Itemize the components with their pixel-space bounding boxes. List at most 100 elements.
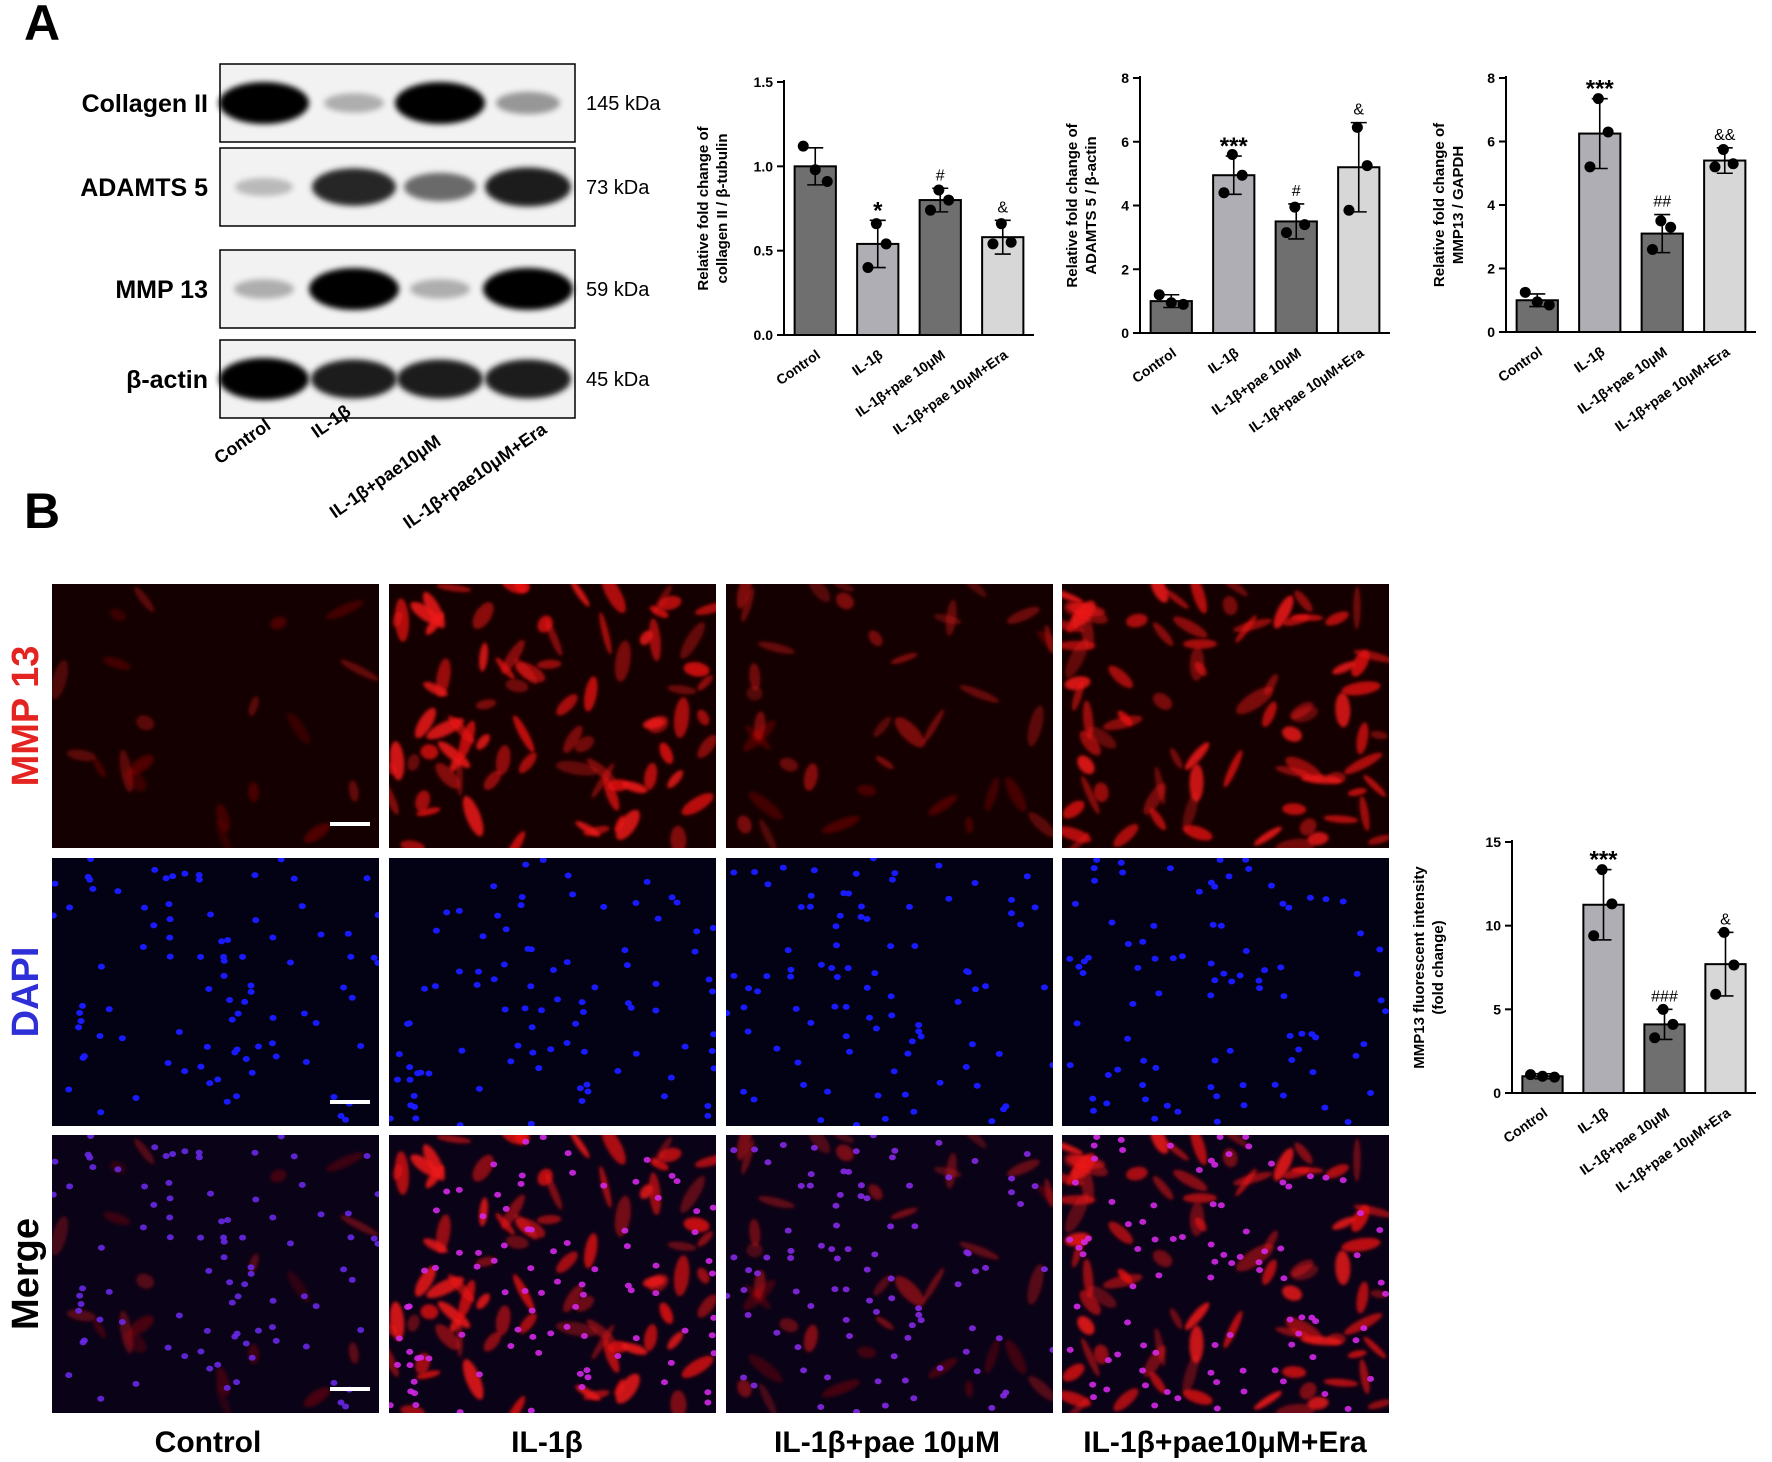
- cell-body: [1353, 585, 1361, 630]
- nucleus: [846, 1048, 854, 1055]
- nucleus: [911, 1223, 919, 1230]
- cell-body: [1117, 1268, 1133, 1284]
- cell-body: [648, 618, 661, 662]
- cell-body: [505, 1235, 529, 1249]
- y-tick-label: 2: [1121, 261, 1129, 277]
- cell-body: [1126, 1166, 1148, 1181]
- cell-body: [1062, 1363, 1085, 1382]
- nucleus: [272, 1053, 280, 1060]
- nucleus: [1079, 1251, 1087, 1258]
- cell-body: [1027, 705, 1044, 747]
- nucleus: [579, 1008, 587, 1015]
- nucleus: [1217, 1202, 1225, 1209]
- nucleus: [833, 942, 841, 949]
- nucleus: [810, 867, 818, 874]
- nucleus: [1150, 922, 1158, 929]
- nucleus: [988, 1118, 996, 1125]
- nucleus: [1079, 969, 1087, 976]
- nucleus: [1271, 1081, 1279, 1088]
- cell-layer: [389, 1135, 716, 1413]
- nucleus: [945, 1174, 953, 1181]
- cell-body: [737, 815, 752, 834]
- nucleus: [846, 1333, 854, 1340]
- cell-body: [1236, 686, 1274, 715]
- cell-body: [1006, 1159, 1040, 1177]
- nucleus: [393, 1076, 401, 1083]
- nucleus: [1240, 1102, 1248, 1109]
- nucleus: [1140, 1057, 1148, 1064]
- y-tick-label: 5: [1493, 1001, 1501, 1017]
- cell-body: [1093, 782, 1109, 803]
- nucleus: [988, 1404, 996, 1411]
- data-point: [1543, 299, 1555, 311]
- data-point: [995, 218, 1007, 230]
- nucleus: [1228, 978, 1236, 985]
- nucleus: [569, 1169, 577, 1176]
- nucleus: [579, 1291, 587, 1298]
- nucleus: [705, 976, 713, 983]
- y-tick-label: 6: [1121, 134, 1129, 150]
- nucleus: [169, 1150, 177, 1157]
- cell-body: [1307, 1396, 1329, 1410]
- nucleus: [300, 1010, 308, 1017]
- nucleus: [87, 1135, 95, 1139]
- nucleus: [844, 1246, 852, 1253]
- nucleus: [797, 904, 805, 911]
- cell-body: [555, 760, 599, 776]
- nucleus: [1089, 1107, 1097, 1114]
- cell-body: [1282, 1285, 1302, 1301]
- cell-body: [574, 1295, 594, 1312]
- y-tick-label: 10: [1485, 918, 1501, 934]
- nucleus: [527, 1407, 535, 1413]
- nucleus: [502, 926, 510, 933]
- cell-body: [389, 1322, 398, 1336]
- nucleus: [1031, 1183, 1039, 1190]
- micrograph-background: [1062, 1135, 1389, 1413]
- data-point: [1531, 296, 1543, 308]
- cell-body: [659, 1302, 674, 1324]
- cell-body: [416, 807, 441, 816]
- data-point: [1153, 289, 1165, 301]
- nucleus: [65, 1372, 73, 1379]
- cell-body: [1222, 595, 1238, 616]
- nucleus: [887, 993, 895, 1000]
- cell-body: [1275, 1327, 1311, 1339]
- data-point: [1655, 215, 1667, 227]
- nucleus: [479, 1213, 487, 1220]
- nucleus: [269, 1297, 277, 1304]
- nucleus: [1114, 1351, 1122, 1358]
- nucleus: [1308, 1031, 1316, 1038]
- nucleus: [1377, 997, 1385, 1004]
- nucleus: [1339, 1177, 1347, 1184]
- data-point: [1177, 298, 1189, 310]
- cell-body: [821, 1379, 860, 1398]
- cell-body: [779, 1318, 799, 1333]
- cell-body: [389, 762, 398, 775]
- nucleus: [908, 1322, 916, 1329]
- nucleus: [866, 1297, 874, 1304]
- nucleus: [114, 1166, 122, 1173]
- cell-body: [670, 1390, 687, 1413]
- nucleus: [431, 983, 439, 990]
- nucleus: [971, 880, 979, 887]
- micrograph-row-label: Merge: [5, 1218, 47, 1330]
- nucleus: [490, 976, 498, 983]
- nucleus: [52, 880, 59, 887]
- cell-body: [407, 1314, 420, 1332]
- cell-body: [483, 770, 501, 790]
- cell-body: [601, 1135, 626, 1165]
- nucleus: [863, 1195, 871, 1202]
- cell-body: [505, 1396, 526, 1413]
- nucleus: [1285, 904, 1293, 911]
- nucleus: [863, 1266, 871, 1273]
- nucleus: [1245, 1143, 1253, 1150]
- nucleus: [881, 1115, 889, 1122]
- cell-body: [1064, 676, 1091, 691]
- cell-body: [1262, 1259, 1277, 1285]
- nucleus: [207, 911, 215, 918]
- nucleus: [494, 912, 502, 919]
- nucleus: [374, 1191, 379, 1198]
- cell-body: [658, 595, 682, 611]
- nucleus: [971, 986, 979, 993]
- cell-body: [697, 709, 710, 726]
